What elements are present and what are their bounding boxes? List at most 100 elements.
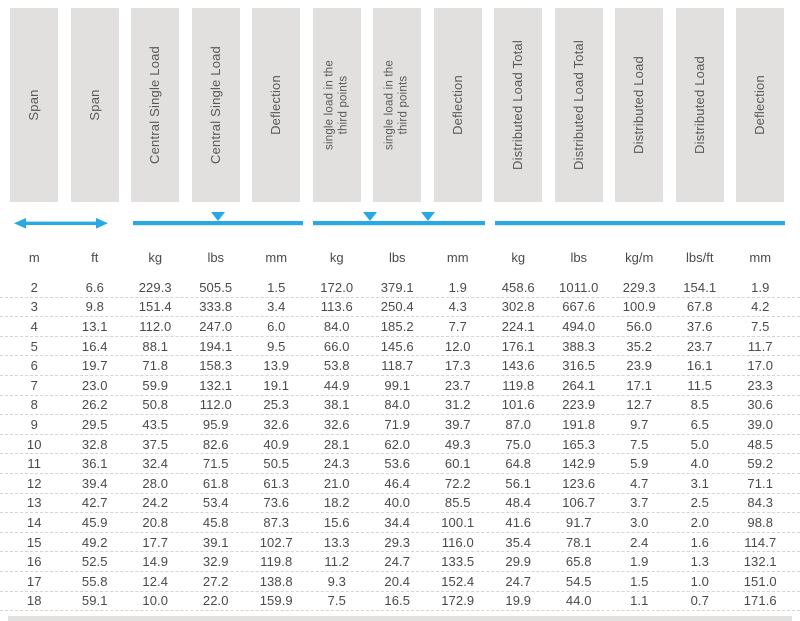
table-cell: 11.7 [747,338,773,354]
table-cell: 1.1 [630,593,649,609]
table-cell: 71.9 [384,416,411,432]
table-cell: 16.4 [81,338,108,354]
unit-label: m [28,250,40,265]
unit-label: mm [749,250,772,265]
table-cell: 60.1 [444,456,471,472]
table-cell: 138.8 [259,573,293,589]
table-row: 3 9.8 151.4 333.8 3.4 113.6 250.4 4.3 302.8 667.6… [0,298,800,318]
span-extent-arrow-icon [14,218,108,229]
table-cell: 102.7 [259,534,293,550]
table-cell: 12.0 [444,338,471,354]
table-cell: 494.0 [562,318,596,334]
table-cell: 119.8 [502,377,535,393]
table-cell: 26.2 [81,397,108,413]
table-cell: 87.3 [263,514,290,530]
table-cell: 54.5 [565,573,592,589]
table-cell: 132.1 [743,554,777,570]
table-cell: 0.7 [690,593,709,609]
table-cell: 4.7 [630,475,649,491]
table-row: 9 29.5 43.5 95.9 32.6 32.6 71.9 39.7 87.0 191.8 9.… [0,415,800,435]
table-cell: 59.1 [81,593,108,609]
column-header: Central Single Load [191,8,240,202]
table-cell: 4 [30,318,38,334]
table-cell: 5.9 [630,456,649,472]
table-cell: 388.3 [562,338,596,354]
table-cell: 17.0 [747,358,774,374]
table-row: 17 55.8 12.4 27.2 138.8 9.3 20.4 152.4 24.7 54.5 1… [0,572,800,592]
table-cell: 45.9 [81,514,108,530]
column-header: single load in the third points [312,8,361,202]
table-cell: 112.0 [199,397,232,413]
table-cell: 12 [26,475,42,491]
table-cell: 1.0 [690,573,709,589]
column-third-point-lbs: single load in the third points [367,8,428,202]
table-cell: 39.7 [444,416,471,432]
table-cell: 98.8 [747,514,774,530]
table-row: 6 19.7 71.8 158.3 13.9 53.8 118.7 17.3 143.6 316.… [0,356,800,376]
table-cell: 2 [30,279,38,295]
table-cell: 61.8 [202,475,229,491]
table-cell: 30.6 [747,397,774,413]
column-central-load-kg: Central Single Load [125,8,186,202]
column-header-label: Distributed Load [691,56,707,154]
table-cell: 11.5 [687,377,713,393]
table-cell: 118.7 [381,358,414,374]
table-cell: 78.1 [565,534,592,550]
table-cell: 55.8 [81,573,108,589]
table-cell: 191.8 [562,416,596,432]
column-header-label: single load in the third points [383,60,411,150]
table-cell: 15 [26,534,42,550]
table-cell: 18 [26,593,42,609]
table-cell: 72.2 [444,475,471,491]
column-header: Span [10,8,59,202]
table-cell: 379.1 [380,279,414,295]
table-cell: 172.9 [441,593,475,609]
table-cell: 10 [26,436,42,452]
table-cell: 24.7 [505,573,532,589]
unit-label: kg [511,250,526,265]
table-row: 5 16.4 88.1 194.1 9.5 66.0 145.6 12.0 176.1 388.3… [0,337,800,357]
column-header: Distributed Load Total [494,8,543,202]
table-cell: 53.4 [202,495,229,511]
table-cell: 223.9 [562,397,596,413]
table-cell: 37.6 [686,318,713,334]
table-cell: 73.6 [263,495,290,511]
table-cell: 152.4 [441,573,475,589]
column-header-label: Central Single Load [147,46,163,164]
table-row: 15 49.2 17.7 39.1 102.7 13.3 29.3 116.0 35.4 78.1… [0,533,800,553]
table-cell: 24.3 [323,456,350,472]
column-distributed-deflection: Deflection [730,8,791,202]
table-cell: 48.4 [505,495,532,511]
table-cell: 41.6 [505,514,532,530]
table-cell: 1.5 [267,279,286,295]
table-cell: 53.8 [323,358,350,374]
table-cell: 23.0 [81,377,108,393]
uniform-distributed-load-icon [495,221,785,226]
table-cell: 1011.0 [559,279,599,295]
table-row: 2 6.6 229.3 505.5 1.5 172.0 379.1 1.9 458.6 1011.… [0,278,800,298]
column-header-label: Distributed Load [631,56,647,154]
table-cell: 165.3 [562,436,596,452]
table-header: Span Span Central Single Load Central Si… [0,8,800,202]
table-cell: 1.9 [751,279,770,295]
table-cell: 101.6 [501,397,535,413]
table-cell: 333.8 [199,299,233,315]
table-cell: 17.3 [444,358,471,374]
table-cell: 66.0 [323,338,350,354]
table-cell: 7.5 [327,593,346,609]
table-cell: 45.8 [202,514,229,530]
table-cell: 302.8 [501,299,535,315]
table-cell: 143.6 [501,358,535,374]
table-cell: 87.0 [505,416,532,432]
unit-label: lbs/ft [686,250,714,265]
table-cell: 145.6 [380,338,414,354]
table-row: 8 26.2 50.8 112.0 25.3 38.1 84.0 31.2 101.6 223.9… [0,396,800,416]
table-cell: 85.5 [444,495,471,511]
table-cell: 154.1 [683,279,717,295]
column-central-deflection: Deflection [246,8,307,202]
column-span-m: Span [4,8,65,202]
table-cell: 3.0 [630,514,649,530]
table-cell: 32.6 [323,416,350,432]
table-cell: 9.5 [267,338,286,354]
